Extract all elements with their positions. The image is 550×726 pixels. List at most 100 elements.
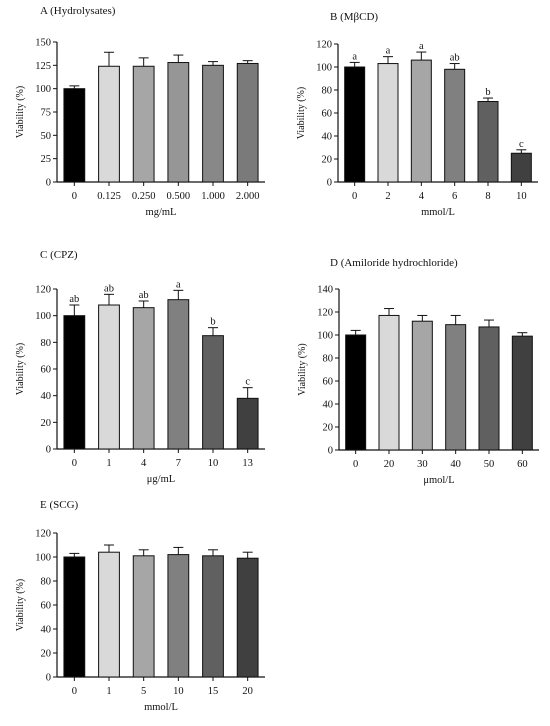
y-tick-label: 100 bbox=[35, 553, 51, 564]
bar bbox=[345, 334, 367, 451]
y-tick-label: 80 bbox=[41, 338, 52, 349]
significance-label: c bbox=[245, 377, 250, 388]
bar bbox=[477, 101, 499, 183]
y-tick-label: 25 bbox=[41, 154, 52, 165]
y-axis-label: Viability (%) bbox=[296, 87, 307, 139]
y-tick-label: 150 bbox=[35, 38, 51, 49]
bar bbox=[378, 314, 400, 451]
y-tick-label: 60 bbox=[41, 365, 52, 376]
y-tick-label: 120 bbox=[35, 285, 51, 296]
chart-title: B (MβCD) bbox=[330, 11, 378, 23]
y-axis-label: Viability (%) bbox=[15, 579, 26, 631]
x-tick-label: 15 bbox=[208, 686, 219, 697]
x-tick-label: 20 bbox=[242, 686, 253, 697]
y-tick-label: 100 bbox=[35, 311, 51, 322]
significance-label: ab bbox=[139, 290, 149, 301]
x-axis-label: μg/mL bbox=[147, 474, 175, 485]
y-tick-label: 0 bbox=[46, 445, 51, 456]
y-tick-label: 50 bbox=[41, 131, 52, 142]
y-tick-label: 0 bbox=[328, 446, 333, 457]
bar bbox=[202, 335, 224, 450]
bar bbox=[445, 324, 467, 451]
x-tick-label: 10 bbox=[516, 191, 527, 202]
x-tick-label: 2 bbox=[385, 191, 390, 202]
y-tick-label: 40 bbox=[41, 625, 52, 636]
bar bbox=[63, 315, 86, 450]
bar bbox=[63, 556, 86, 678]
x-tick-label: 13 bbox=[242, 458, 253, 469]
chart-panel-0: A (Hydrolysates) 0 25 50 75 100 125 150 Viabilit… bbox=[15, 5, 265, 218]
y-tick-label: 120 bbox=[35, 529, 51, 540]
y-tick-label: 60 bbox=[41, 601, 52, 612]
chart-title: D (Amiloride hydrochloride) bbox=[330, 257, 458, 269]
bar bbox=[444, 68, 466, 183]
y-tick-label: 80 bbox=[323, 354, 334, 365]
significance-label: a bbox=[386, 46, 391, 57]
y-tick-label: 40 bbox=[41, 391, 52, 402]
y-axis-label: Viability (%) bbox=[297, 343, 308, 395]
significance-label: a bbox=[419, 41, 424, 52]
bar bbox=[202, 555, 224, 678]
x-tick-label: 30 bbox=[417, 459, 428, 470]
y-tick-label: 140 bbox=[317, 285, 333, 296]
significance-label: ab bbox=[104, 283, 114, 294]
bar bbox=[132, 65, 155, 183]
x-tick-label: 0.250 bbox=[132, 191, 156, 202]
bar bbox=[132, 307, 155, 450]
x-tick-label: 8 bbox=[485, 191, 490, 202]
y-tick-label: 120 bbox=[316, 40, 332, 51]
x-tick-label: 5 bbox=[141, 686, 146, 697]
y-tick-label: 0 bbox=[46, 673, 51, 684]
y-axis-label: Viability (%) bbox=[15, 86, 26, 138]
chart-title: A (Hydrolysates) bbox=[40, 5, 116, 17]
bar bbox=[236, 557, 259, 678]
y-tick-label: 0 bbox=[327, 178, 332, 189]
x-tick-label: 0 bbox=[353, 459, 358, 470]
bar bbox=[132, 555, 155, 678]
y-tick-label: 100 bbox=[316, 63, 332, 74]
y-tick-label: 80 bbox=[41, 577, 52, 588]
bar bbox=[236, 62, 259, 183]
y-tick-label: 20 bbox=[323, 423, 334, 434]
x-tick-label: 4 bbox=[141, 458, 147, 469]
y-tick-label: 60 bbox=[322, 109, 333, 120]
significance-label: a bbox=[176, 279, 181, 290]
y-tick-label: 125 bbox=[35, 61, 51, 72]
significance-label: b bbox=[210, 317, 215, 328]
bar bbox=[202, 64, 224, 183]
bar bbox=[63, 88, 86, 183]
x-axis-label: μmol/L bbox=[423, 475, 454, 486]
significance-label: a bbox=[352, 51, 357, 62]
x-tick-label: 1 bbox=[106, 686, 111, 697]
x-axis-label: mg/mL bbox=[146, 207, 177, 218]
bar bbox=[510, 152, 532, 183]
x-tick-label: 0 bbox=[72, 686, 77, 697]
bar bbox=[98, 304, 120, 450]
significance-label: ab bbox=[450, 53, 460, 64]
bar bbox=[377, 63, 399, 183]
bar bbox=[98, 65, 120, 183]
chart-panel-1: B (MβCD) 0 20 40 60 80 100 120 Viability (%) 0 a 2 a… bbox=[296, 11, 538, 218]
x-tick-label: 1 bbox=[106, 458, 111, 469]
x-tick-label: 0.500 bbox=[167, 191, 191, 202]
x-tick-label: 10 bbox=[208, 458, 219, 469]
y-tick-label: 100 bbox=[35, 84, 51, 95]
y-axis-label: Viability (%) bbox=[15, 343, 26, 395]
x-tick-label: 6 bbox=[452, 191, 457, 202]
chart-title: C (CPZ) bbox=[40, 249, 78, 261]
x-tick-label: 60 bbox=[517, 459, 528, 470]
significance-label: b bbox=[485, 87, 490, 98]
y-tick-label: 0 bbox=[46, 178, 51, 189]
x-tick-label: 7 bbox=[176, 458, 181, 469]
y-tick-label: 20 bbox=[322, 155, 333, 166]
bar bbox=[411, 320, 433, 451]
bar bbox=[344, 66, 366, 183]
y-tick-label: 80 bbox=[322, 86, 333, 97]
x-tick-label: 50 bbox=[484, 459, 495, 470]
bar bbox=[236, 397, 259, 450]
bar bbox=[167, 554, 190, 678]
bar bbox=[98, 551, 120, 678]
chart-panel-3: D (Amiloride hydrochloride) 0 20 40 60 80 100 1… bbox=[297, 257, 539, 486]
